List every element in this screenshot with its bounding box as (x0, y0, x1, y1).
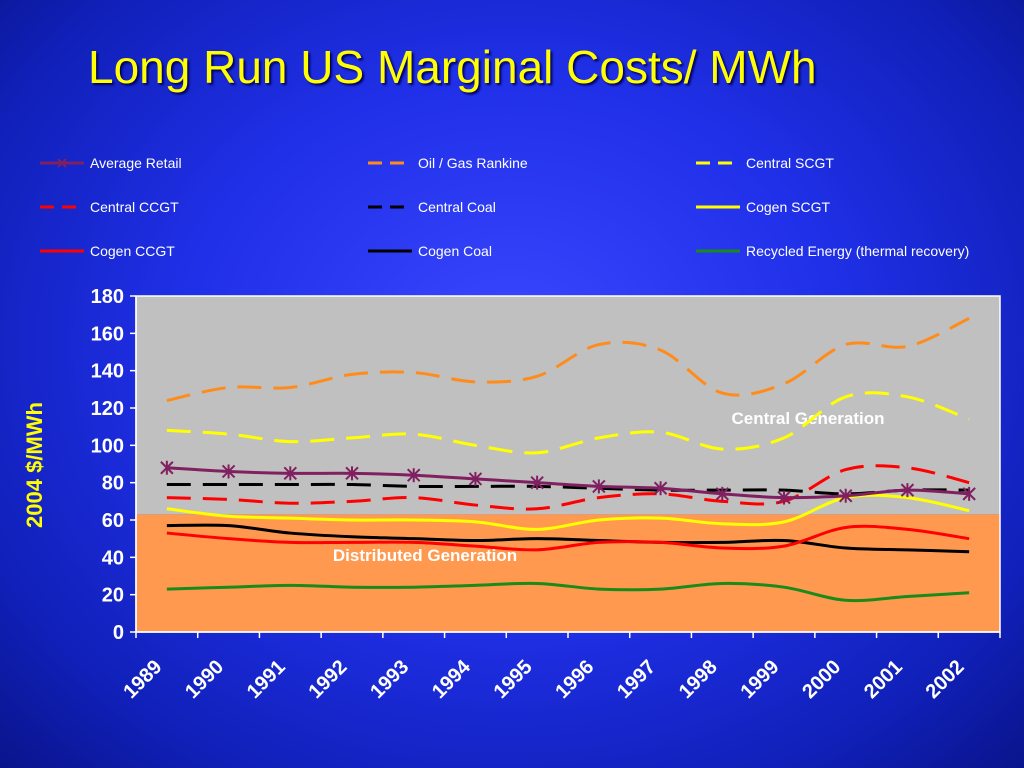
x-tick-label: 1995 (490, 656, 537, 703)
legend-item-oil-gas-rankine: Oil / Gas Rankine (366, 153, 528, 173)
data-point-marker (221, 464, 236, 479)
region-label-distributed-generation: Distributed Generation (333, 546, 517, 565)
y-tick-label: 20 (102, 585, 124, 607)
legend-swatch (368, 205, 412, 209)
legend-label: Cogen SCGT (746, 199, 831, 215)
region-central-generation (136, 296, 1000, 515)
x-tick-label: 1989 (119, 656, 166, 703)
x-tick-label: 1996 (551, 656, 598, 703)
y-tick-label: 0 (113, 622, 124, 644)
legend-swatch (40, 249, 84, 253)
legend-item-cogen-coal: Cogen Coal (366, 241, 492, 261)
x-tick-label: 1991 (243, 656, 290, 703)
region-label-central-generation: Central Generation (731, 409, 884, 428)
legend-label: Central Coal (418, 199, 496, 215)
series-line-central-scgt (166, 391, 970, 455)
x-tick-label: 1990 (181, 656, 228, 703)
x-tick-label: 1992 (305, 656, 352, 703)
data-point-marker (839, 488, 853, 503)
x-tick-label: 1998 (675, 656, 722, 703)
x-tick-label: 1997 (613, 656, 660, 703)
data-point-marker (345, 466, 359, 481)
y-tick-label: 80 (102, 473, 124, 495)
legend-swatch (40, 158, 84, 168)
x-tick-label: 2000 (798, 656, 845, 703)
legend-label: Average Retail (90, 155, 182, 171)
legend-item-average-retail: Average Retail (38, 153, 182, 173)
legend-item-recycled-energy-thermal-recovery: Recycled Energy (thermal recovery) (694, 241, 969, 261)
legend-swatch (40, 205, 84, 209)
legend-swatch (696, 249, 740, 253)
legend-item-central-coal: Central Coal (366, 197, 496, 217)
legend-swatch (368, 249, 412, 253)
legend-label: Oil / Gas Rankine (418, 155, 528, 171)
legend-label: Cogen CCGT (90, 243, 175, 259)
y-tick-label: 160 (91, 323, 124, 345)
y-tick-label: 120 (91, 398, 124, 420)
legend-item-cogen-scgt: Cogen SCGT (694, 197, 830, 217)
legend-swatch (696, 161, 740, 165)
series-line-central-coal (166, 482, 970, 496)
legend-label: Cogen Coal (418, 243, 492, 259)
chart-legend: Average Retail Oil / Gas Rankine Central S… (0, 0, 1024, 270)
legend-label: Recycled Energy (thermal recovery) (746, 243, 970, 259)
series-line-cogen-ccgt (166, 524, 970, 552)
data-point-marker (900, 483, 915, 498)
y-tick-label: 180 (91, 286, 124, 308)
legend-label: Central SCGT (746, 155, 834, 171)
legend-swatch (368, 161, 412, 165)
region-distributed-generation (136, 514, 1000, 632)
y-tick-label: 140 (91, 361, 124, 383)
legend-swatch (696, 205, 740, 209)
y-tick-label: 60 (102, 510, 124, 532)
data-point-marker (653, 481, 668, 496)
data-point-marker (962, 486, 976, 501)
series-line-cogen-scgt (166, 493, 970, 531)
y-tick-label: 40 (102, 547, 124, 569)
x-tick-label: 2001 (860, 656, 907, 703)
data-point-marker (407, 468, 421, 483)
data-point-marker (283, 466, 297, 481)
data-point-marker (777, 490, 791, 505)
series-line-recycled-energy-thermal-recovery (166, 581, 970, 603)
slide-title: Long Run US Marginal Costs/ MWh (88, 41, 817, 93)
legend-item-central-ccgt: Central CCGT (38, 197, 179, 217)
data-point-marker (715, 486, 729, 501)
data-point-marker (530, 475, 544, 490)
series-line-central-ccgt (166, 464, 970, 511)
legend-label: Central CCGT (90, 199, 179, 215)
x-tick-label: 1999 (737, 656, 784, 703)
x-tick-label: 1993 (366, 656, 413, 703)
data-point-marker (592, 479, 606, 494)
x-tick-label: 1994 (428, 655, 476, 703)
x-tick-label: 2002 (922, 656, 969, 703)
data-point-marker (468, 471, 483, 486)
data-point-marker (160, 460, 174, 475)
series-line-cogen-coal (166, 523, 970, 554)
series-line-average-retail (166, 466, 970, 500)
y-tick-label: 100 (91, 435, 124, 457)
legend-item-cogen-ccgt: Cogen CCGT (38, 241, 175, 261)
legend-item-central-scgt: Central SCGT (694, 153, 834, 173)
